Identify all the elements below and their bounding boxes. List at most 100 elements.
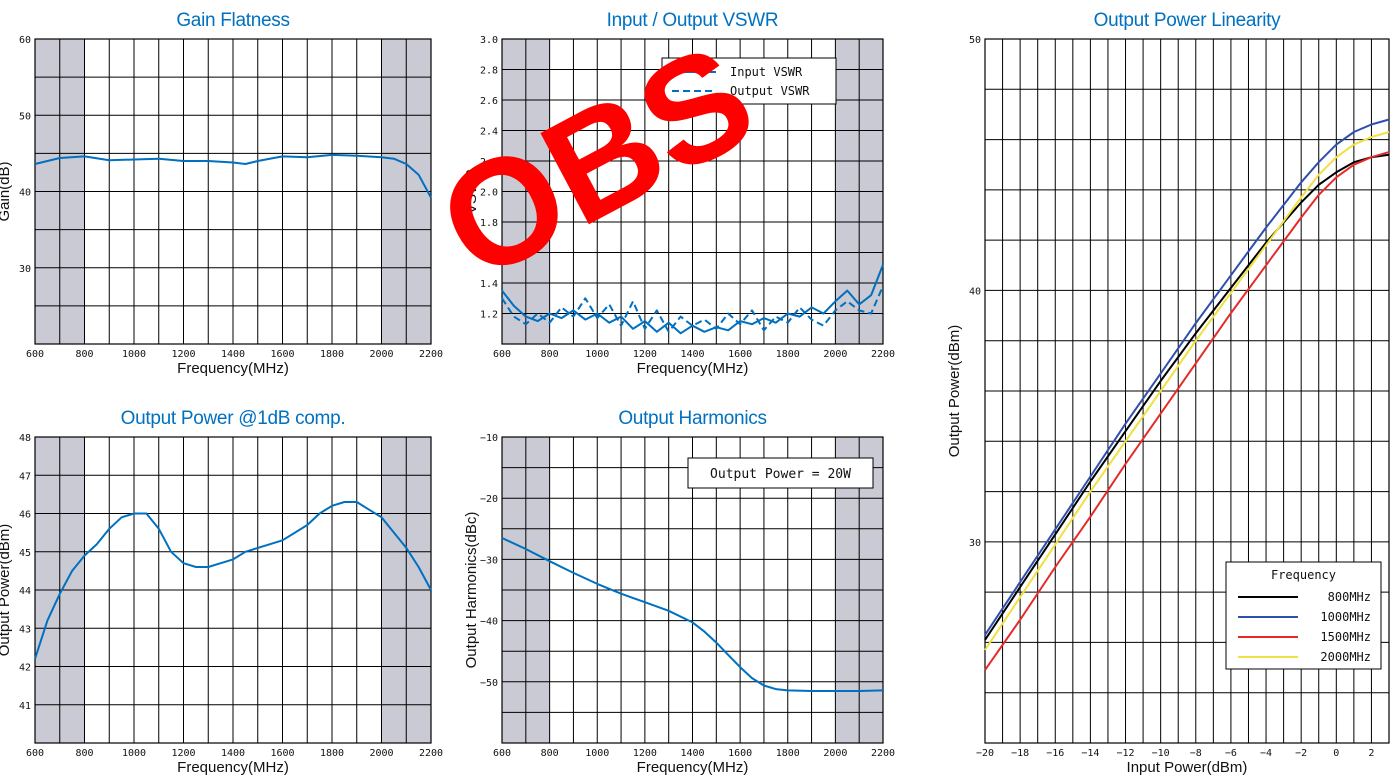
x-tick-label: 1400 bbox=[680, 349, 704, 360]
x-tick-label: −12 bbox=[1116, 748, 1134, 759]
x-tick-label: 1800 bbox=[776, 349, 800, 360]
y-tick-label: 41 bbox=[19, 701, 31, 712]
x-tick-label: 800 bbox=[541, 748, 559, 759]
y-tick-label: −50 bbox=[480, 678, 498, 689]
chart-title: Gain Flatness bbox=[176, 10, 289, 31]
x-tick-label: 2200 bbox=[871, 748, 895, 759]
x-tick-label: −8 bbox=[1190, 748, 1202, 759]
chart-4: Output Harmonics 600 800 1000 1200 1400 1600 18… bbox=[463, 408, 895, 776]
x-tick-label: 1600 bbox=[728, 748, 752, 759]
x-axis-label: Frequency(MHz) bbox=[177, 360, 289, 377]
legend-entry: 1500MHz bbox=[1320, 630, 1371, 644]
y-axis-label: Output Power(dBm) bbox=[946, 325, 963, 458]
y-tick-label: 50 bbox=[969, 35, 981, 46]
chart-title: Output Power @1dB comp. bbox=[121, 408, 346, 429]
x-tick-label: 1200 bbox=[633, 748, 657, 759]
x-axis-label: Input Power(dBm) bbox=[1127, 759, 1248, 776]
x-tick-label: 600 bbox=[493, 748, 511, 759]
series-line-1000mhz bbox=[984, 118, 1390, 636]
x-tick-label: 1000 bbox=[122, 748, 146, 759]
y-axis-label: Gain(dB) bbox=[0, 161, 13, 221]
y-tick-label: 60 bbox=[19, 35, 31, 46]
x-tick-label: −20 bbox=[976, 748, 994, 759]
x-tick-label: 1600 bbox=[270, 748, 294, 759]
y-tick-label: 1.4 bbox=[480, 279, 498, 290]
y-tick-label: 30 bbox=[969, 538, 981, 549]
y-tick-label: 47 bbox=[19, 471, 31, 482]
x-tick-label: 600 bbox=[26, 748, 44, 759]
x-tick-label: 1400 bbox=[221, 748, 245, 759]
x-tick-label: 1800 bbox=[776, 748, 800, 759]
y-tick-label: 50 bbox=[19, 111, 31, 122]
y-tick-label: 1.8 bbox=[480, 218, 498, 229]
x-tick-label: 1400 bbox=[221, 349, 245, 360]
legend-entry: 2000MHz bbox=[1320, 650, 1371, 664]
y-tick-label: 3.0 bbox=[480, 35, 498, 46]
x-tick-label: −6 bbox=[1225, 748, 1237, 759]
chart-1: Gain Flatness 600 800 1000 1200 1400 1600 1800 2… bbox=[0, 10, 443, 377]
y-tick-label: 44 bbox=[19, 586, 31, 597]
x-tick-label: −10 bbox=[1152, 748, 1170, 759]
x-tick-label: 800 bbox=[541, 349, 559, 360]
legend-entry: Output VSWR bbox=[730, 84, 810, 98]
x-tick-label: 1800 bbox=[320, 349, 344, 360]
series-line-2000mhz bbox=[984, 131, 1390, 651]
legend-box bbox=[1225, 561, 1382, 670]
x-tick-label: 1600 bbox=[270, 349, 294, 360]
y-tick-label: 45 bbox=[19, 548, 31, 559]
x-tick-label: 1200 bbox=[633, 349, 657, 360]
x-axis-label: Frequency(MHz) bbox=[637, 759, 749, 776]
x-tick-label: 2200 bbox=[419, 748, 443, 759]
x-tick-label: 1000 bbox=[585, 748, 609, 759]
plot-frame bbox=[501, 436, 884, 744]
x-tick-label: 2200 bbox=[871, 349, 895, 360]
x-tick-label: 800 bbox=[75, 748, 93, 759]
x-tick-label: 2000 bbox=[369, 349, 393, 360]
y-tick-label: 48 bbox=[19, 433, 31, 444]
x-tick-label: −14 bbox=[1081, 748, 1099, 759]
y-axis-label: Output Power(dBm) bbox=[0, 524, 13, 657]
watermark-text: OBS bbox=[413, 11, 779, 312]
x-tick-label: −16 bbox=[1046, 748, 1064, 759]
chart-2: Input / Output VSWR 600 800 1000 1200 1400 160… bbox=[463, 10, 895, 377]
y-tick-label: 30 bbox=[19, 264, 31, 275]
chart-title: Input / Output VSWR bbox=[607, 10, 779, 31]
y-tick-label: −40 bbox=[480, 617, 498, 628]
x-tick-label: 1200 bbox=[171, 748, 195, 759]
y-tick-label: 43 bbox=[19, 624, 31, 635]
chart-3: Output Power @1dB comp. 600 800 1000 1200 140… bbox=[0, 408, 443, 776]
y-tick-label: 1.6 bbox=[480, 249, 498, 260]
series-line bbox=[34, 153, 432, 199]
legend-entry: Input VSWR bbox=[730, 65, 803, 79]
plot-frame bbox=[984, 38, 1390, 744]
x-tick-label: −2 bbox=[1295, 748, 1307, 759]
x-tick-label: 800 bbox=[75, 349, 93, 360]
x-tick-label: 600 bbox=[493, 349, 511, 360]
x-tick-label: 2000 bbox=[823, 748, 847, 759]
y-tick-label: −10 bbox=[480, 433, 498, 444]
series-line-800mhz bbox=[984, 153, 1390, 641]
x-axis-label: Frequency(MHz) bbox=[637, 360, 749, 377]
y-tick-label: 2.8 bbox=[480, 66, 498, 77]
x-tick-label: 1800 bbox=[320, 748, 344, 759]
y-tick-label: 46 bbox=[19, 510, 31, 521]
y-tick-label: 40 bbox=[19, 188, 31, 199]
y-tick-label: 2.6 bbox=[480, 96, 498, 107]
series-line bbox=[501, 537, 884, 692]
series-line bbox=[34, 501, 432, 660]
y-tick-label: 2.0 bbox=[480, 188, 498, 199]
x-tick-label: 2200 bbox=[419, 349, 443, 360]
x-tick-label: 2000 bbox=[369, 748, 393, 759]
y-tick-label: 2.4 bbox=[480, 127, 498, 138]
series-line-1500mhz bbox=[984, 151, 1390, 671]
x-tick-label: −18 bbox=[1011, 748, 1029, 759]
plot-frame bbox=[34, 38, 432, 345]
x-axis-label: Frequency(MHz) bbox=[177, 759, 289, 776]
legend-title: Frequency bbox=[1271, 568, 1336, 582]
x-tick-label: 0 bbox=[1333, 748, 1339, 759]
y-tick-label: 40 bbox=[969, 286, 981, 297]
legend-box bbox=[661, 57, 837, 105]
x-tick-label: 1000 bbox=[585, 349, 609, 360]
legend-entry: 800MHz bbox=[1328, 590, 1371, 604]
